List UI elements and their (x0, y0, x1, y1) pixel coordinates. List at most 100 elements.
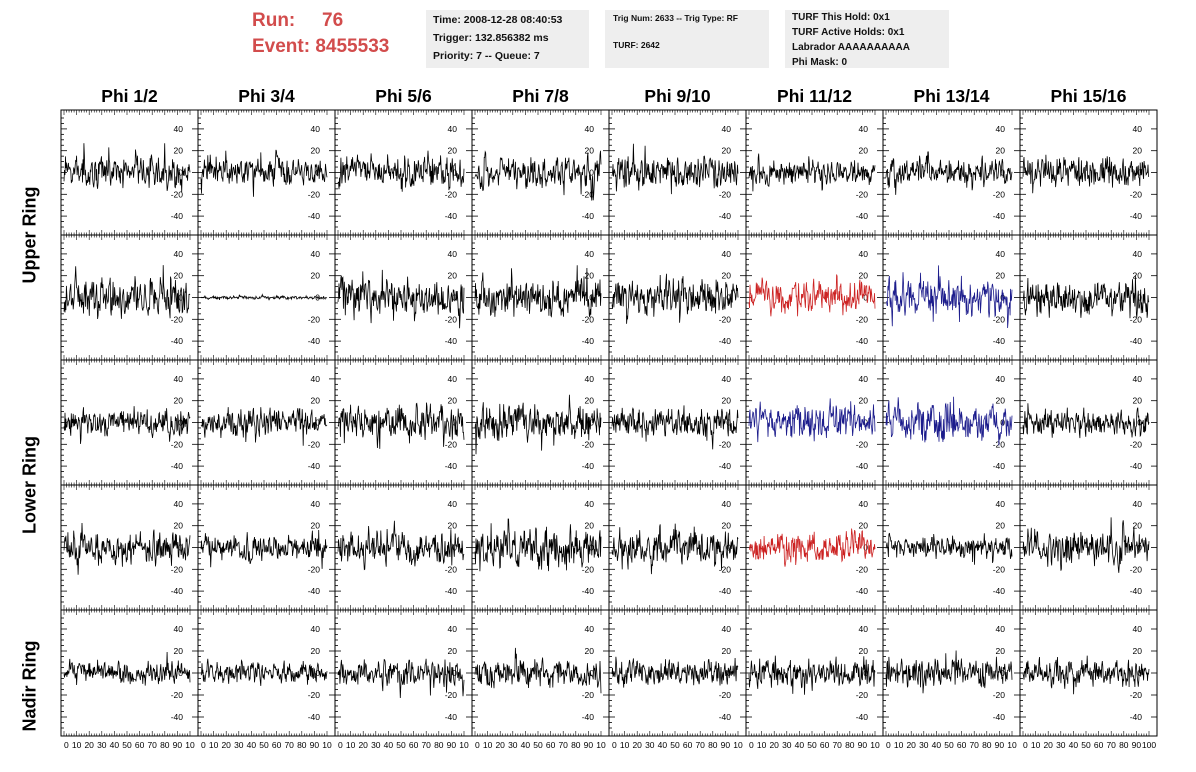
y-tick-label: 20 (448, 146, 458, 156)
y-tick-label: 20 (311, 271, 321, 281)
y-tick-label: 40 (585, 124, 595, 134)
y-tick-label: -20 (171, 189, 184, 199)
waveform-trace (474, 518, 602, 572)
info-box-turf: TURF This Hold: 0x1 TURF Active Holds: 0… (785, 10, 949, 68)
y-tick-label: -40 (171, 586, 184, 596)
y-tick-label: -20 (445, 314, 458, 324)
waveform-trace (337, 150, 465, 192)
y-tick-label: 20 (174, 521, 184, 531)
y-tick-label: 40 (996, 124, 1006, 134)
y-tick-label: -40 (445, 712, 458, 722)
y-tick-label: -20 (993, 564, 1006, 574)
y-tick-label: -20 (445, 564, 458, 574)
y-tick-label: -20 (445, 189, 458, 199)
y-tick-label: -40 (993, 586, 1006, 596)
waveform-trace (200, 658, 328, 686)
y-tick-label: -20 (171, 564, 184, 574)
run-label: Run: (252, 10, 296, 31)
waveform-trace (474, 394, 602, 455)
waveform-trace (200, 407, 328, 446)
waveform-trace (885, 151, 1013, 195)
y-tick-label: 0 (178, 418, 183, 428)
y-tick-label: 40 (859, 374, 869, 384)
y-tick-label: 40 (311, 499, 321, 509)
y-tick-label: -40 (582, 712, 595, 722)
y-tick-label: -40 (993, 461, 1006, 471)
y-tick-label: 40 (585, 624, 595, 634)
y-tick-label: 40 (859, 124, 869, 134)
waveform-trace (200, 529, 328, 569)
run-value: 76 (322, 10, 344, 31)
waveform-trace (337, 520, 465, 571)
y-tick-label: 0 (589, 168, 594, 178)
column-title-phi-9-10: Phi 9/10 (644, 86, 711, 106)
y-tick-label: 40 (311, 249, 321, 259)
y-tick-label: -20 (582, 439, 595, 449)
column-title-phi-13-14: Phi 13/14 (913, 86, 990, 106)
y-tick-label: 20 (722, 146, 732, 156)
trigger-text: Trigger: 132.856382 ms (433, 32, 549, 44)
turf-text: TURF: 2642 (613, 40, 660, 50)
y-tick-label: -20 (171, 439, 184, 449)
phi-mask-text: Phi Mask: 0 (792, 57, 848, 68)
column-title-phi-3-4: Phi 3/4 (238, 86, 295, 106)
y-tick-label: 40 (1133, 374, 1143, 384)
y-tick-label: 40 (1133, 249, 1143, 259)
y-tick-label: 40 (311, 124, 321, 134)
y-tick-label: 20 (448, 271, 458, 281)
y-tick-label: -20 (1130, 189, 1143, 199)
y-tick-label: -20 (171, 314, 184, 324)
y-tick-label: 40 (448, 249, 458, 259)
waveform-trace (1022, 403, 1150, 439)
waveform-trace (200, 293, 328, 301)
y-tick-label: 40 (311, 374, 321, 384)
y-tick-label: 40 (174, 499, 184, 509)
info-box-time: Time: 2008-12-28 08:40:53 Trigger: 132.8… (426, 10, 589, 68)
waveform-trace (748, 153, 876, 192)
y-tick-label: 40 (859, 499, 869, 509)
y-tick-label: 20 (585, 146, 595, 156)
y-tick-label: -40 (719, 461, 732, 471)
y-tick-label: 0 (1137, 293, 1142, 303)
y-tick-label: -40 (1130, 336, 1143, 346)
y-tick-label: 20 (722, 271, 732, 281)
priority-text: Priority: 7 -- Queue: 7 (433, 50, 540, 62)
column-title-phi-15-16: Phi 15/16 (1050, 86, 1127, 106)
y-tick-label: 40 (174, 624, 184, 634)
y-tick-label: -20 (719, 314, 732, 324)
y-tick-label: -20 (582, 189, 595, 199)
y-tick-label: -40 (856, 211, 869, 221)
y-tick-label: -40 (582, 461, 595, 471)
waveform-trace (337, 269, 465, 329)
y-tick-label: 20 (311, 396, 321, 406)
y-tick-label: -20 (1130, 439, 1143, 449)
waveform-trace (1022, 517, 1150, 573)
y-tick-label: -20 (308, 439, 321, 449)
y-tick-label: -20 (856, 189, 869, 199)
y-tick-label: -20 (308, 189, 321, 199)
y-tick-label: 20 (859, 396, 869, 406)
event-line: Event: 8455533 (252, 34, 422, 60)
y-tick-label: -40 (582, 211, 595, 221)
y-tick-label: 20 (585, 646, 595, 656)
y-tick-label: -40 (719, 336, 732, 346)
y-tick-label: 20 (1133, 146, 1143, 156)
y-tick-label: -20 (856, 564, 869, 574)
y-tick-label: -40 (719, 211, 732, 221)
y-tick-label: 20 (448, 646, 458, 656)
y-tick-label: 0 (726, 293, 731, 303)
y-tick-label: -40 (993, 336, 1006, 346)
column-title-phi-11-12: Phi 11/12 (777, 86, 852, 106)
y-tick-label: 20 (722, 396, 732, 406)
y-tick-label: 40 (722, 624, 732, 634)
y-tick-label: 0 (315, 668, 320, 678)
waveform-trace (1022, 275, 1150, 319)
y-tick-label: 20 (311, 521, 321, 531)
y-tick-label: -20 (719, 439, 732, 449)
y-tick-label: 40 (722, 249, 732, 259)
y-tick-label: -20 (993, 189, 1006, 199)
y-tick-label: 40 (448, 624, 458, 634)
y-tick-label: 20 (174, 146, 184, 156)
y-tick-label: 20 (996, 396, 1006, 406)
